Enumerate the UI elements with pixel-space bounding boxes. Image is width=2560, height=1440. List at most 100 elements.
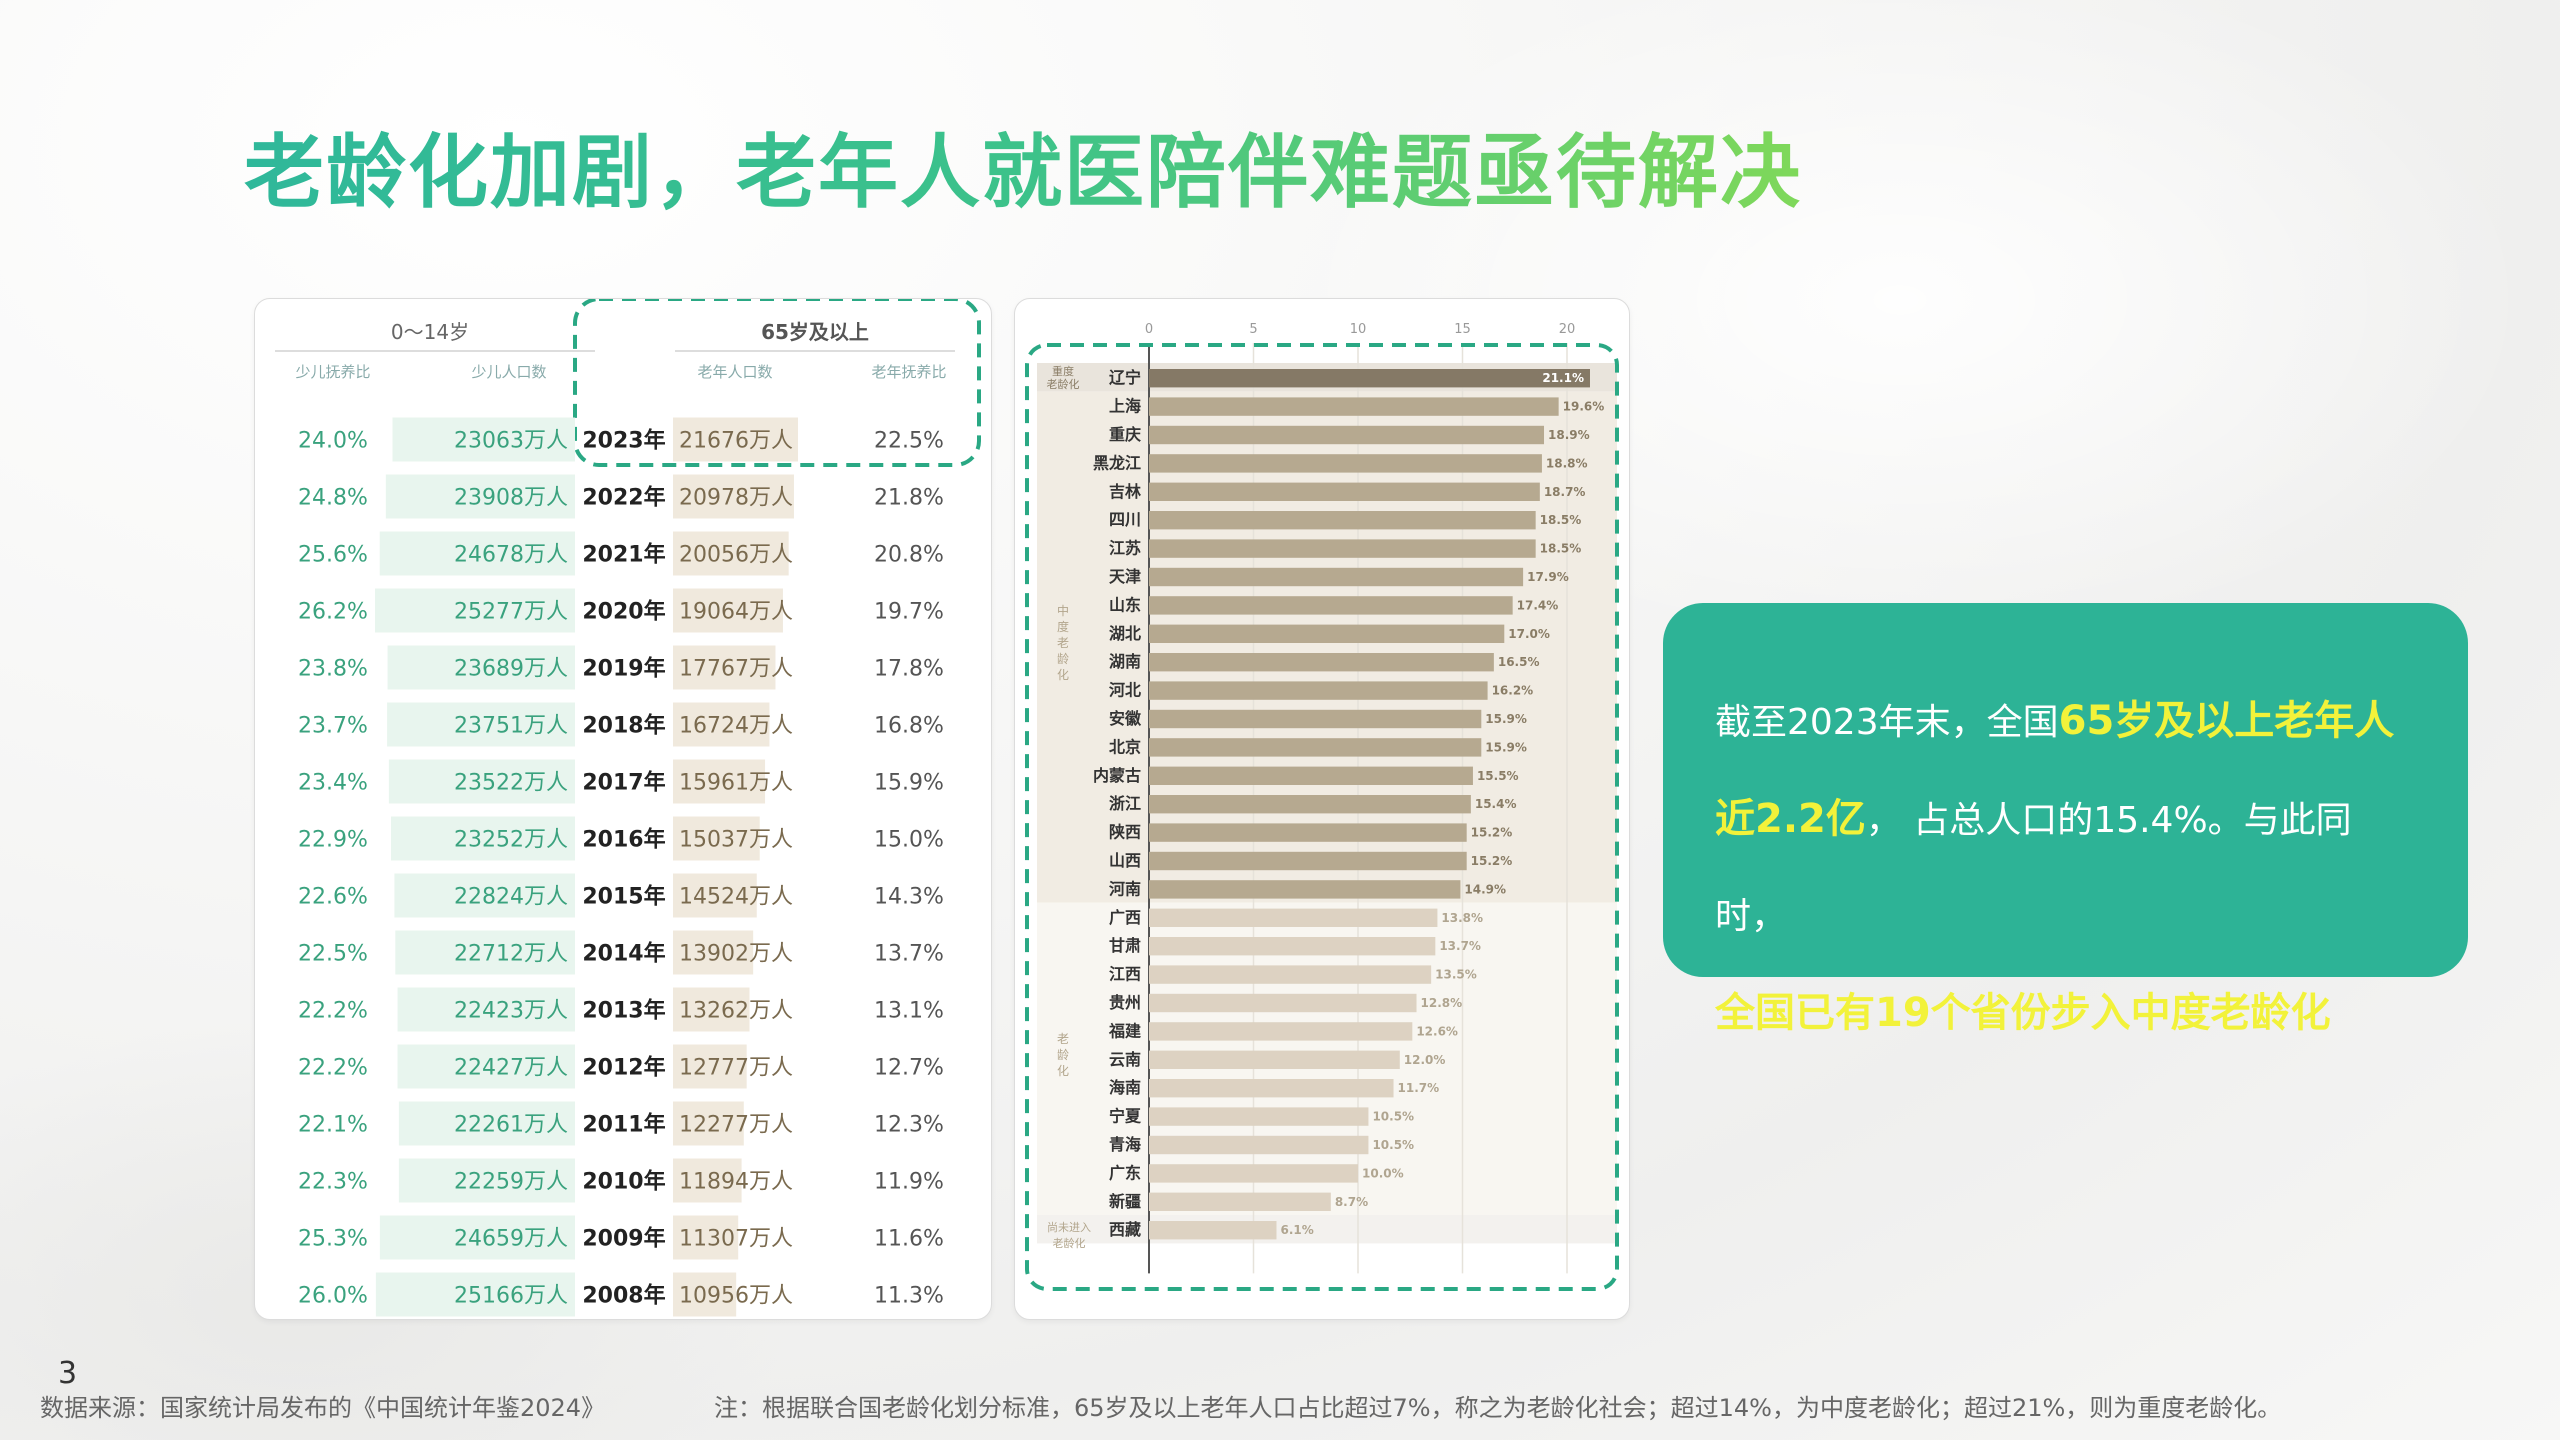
child-pop-bar xyxy=(398,1101,575,1146)
child-ratio-label: 23.7% xyxy=(298,714,368,739)
elder-pop-label: 16724万人 xyxy=(679,714,793,739)
province-bar xyxy=(1149,1050,1400,1069)
elder-pop-bar xyxy=(673,816,760,861)
group-band-none xyxy=(1037,1215,1617,1244)
province-label: 云南 xyxy=(1109,1050,1141,1069)
column-header: 老年人口数 xyxy=(697,363,772,381)
column-header: 少儿抚养比 xyxy=(295,363,370,381)
province-bar xyxy=(1149,851,1467,871)
value-label: 17.9% xyxy=(1527,570,1569,584)
population-table-panel: 0～14岁 65岁及以上 少儿抚养比 少儿人口数 老年人口数 老年抚养比 24.0% 2306… xyxy=(254,298,992,1320)
province-label: 上海 xyxy=(1109,397,1141,416)
group-label-none: 老龄化 xyxy=(1053,1236,1086,1250)
child-ratio-label: 22.2% xyxy=(298,1056,368,1081)
province-label: 山东 xyxy=(1109,595,1141,614)
province-bar xyxy=(1149,681,1488,700)
province-bar xyxy=(1149,511,1536,530)
province-bar xyxy=(1149,1164,1358,1183)
province-bar xyxy=(1149,709,1482,729)
value-label: 14.9% xyxy=(1464,882,1506,896)
child-pop-bar xyxy=(395,930,575,975)
child-ratio-label: 26.0% xyxy=(298,1284,368,1309)
year-label: 2015年 xyxy=(582,884,665,910)
province-bar xyxy=(1149,766,1473,785)
elder-pop-bar xyxy=(673,1101,744,1146)
child-ratio-label: 22.5% xyxy=(298,942,368,967)
province-bar xyxy=(1149,880,1461,899)
year-label: 2013年 xyxy=(582,998,665,1024)
elder-ratio-label: 15.9% xyxy=(874,771,944,796)
province-label: 新疆 xyxy=(1109,1192,1141,1211)
summary-highlight: 近2.2亿 xyxy=(1715,796,1866,842)
year-label: 2018年 xyxy=(582,713,665,739)
elder-pop-bar xyxy=(673,588,783,633)
x-tick-label: 10 xyxy=(1350,322,1367,337)
child-pop-bar xyxy=(394,873,575,918)
child-pop-label: 23689万人 xyxy=(454,657,568,682)
province-label: 湖北 xyxy=(1109,624,1141,643)
province-label: 辽宁 xyxy=(1109,368,1141,387)
province-bar xyxy=(1149,738,1482,757)
child-ratio-label: 24.0% xyxy=(298,429,368,454)
year-label: 2016年 xyxy=(582,827,665,853)
elder-ratio-label: 19.7% xyxy=(874,600,944,625)
elder-pop-label: 11894万人 xyxy=(679,1170,793,1195)
province-label: 黑龙江 xyxy=(1093,453,1141,472)
province-label: 江西 xyxy=(1109,965,1141,984)
child-ratio-label: 22.6% xyxy=(298,885,368,910)
elder-ratio-label: 11.6% xyxy=(874,1227,944,1252)
province-label: 河南 xyxy=(1109,879,1141,898)
province-bar xyxy=(1149,965,1432,984)
child-pop-bar xyxy=(387,645,575,690)
value-label: 15.9% xyxy=(1485,740,1527,754)
child-pop-bar xyxy=(391,816,575,861)
child-pop-label: 22427万人 xyxy=(454,1056,568,1081)
child-ratio-label: 22.9% xyxy=(298,828,368,853)
group-label-medium: 度 xyxy=(1057,619,1069,634)
child-pop-label: 23063万人 xyxy=(454,429,568,454)
elder-pop-label: 21676万人 xyxy=(679,429,793,454)
elder-pop-bar xyxy=(673,1215,739,1260)
elder-pop-bar xyxy=(673,1158,742,1203)
highlight-box xyxy=(573,299,981,467)
elder-pop-bar xyxy=(673,417,798,462)
value-label: 15.2% xyxy=(1471,854,1513,868)
value-label: 18.8% xyxy=(1546,456,1588,470)
elder-pop-bar xyxy=(673,702,770,747)
summary-text: ， 占总人口的15.4%。与此同时， xyxy=(1715,800,2352,937)
year-label: 2023年 xyxy=(582,428,665,454)
year-label: 2009年 xyxy=(582,1226,665,1252)
elder-pop-label: 12277万人 xyxy=(679,1113,793,1138)
province-label: 海南 xyxy=(1109,1078,1141,1097)
value-label: 15.2% xyxy=(1471,826,1513,840)
child-pop-label: 23252万人 xyxy=(454,828,568,853)
x-tick-label: 5 xyxy=(1249,322,1257,337)
province-bar xyxy=(1149,937,1436,956)
group-label-medium: 老 xyxy=(1057,636,1069,650)
elder-ratio-label: 13.1% xyxy=(874,999,944,1024)
elder-pop-label: 19064万人 xyxy=(679,600,793,625)
province-bar xyxy=(1149,823,1467,842)
child-pop-bar xyxy=(375,588,575,633)
elder-pop-bar xyxy=(673,1044,747,1089)
value-label: 10.5% xyxy=(1372,1110,1414,1124)
group-label-none: 尚未进入 xyxy=(1047,1220,1091,1234)
elder-ratio-label: 22.5% xyxy=(874,429,944,454)
year-label: 2010年 xyxy=(582,1169,665,1195)
child-ratio-label: 24.8% xyxy=(298,486,368,511)
group-label-medium: 龄 xyxy=(1057,652,1069,666)
x-tick-label: 20 xyxy=(1559,322,1576,337)
province-bar xyxy=(1149,567,1524,587)
elder-ratio-label: 11.3% xyxy=(874,1284,944,1309)
province-bar-chart: 0 5 10 15 20 辽宁 21.1% 上海 19.6% 重庆 18.9% 黑龙江 18.8% 吉林 1… xyxy=(1025,322,1619,1291)
elder-pop-bar xyxy=(673,873,757,918)
group-label-medium: 化 xyxy=(1057,668,1069,682)
province-bar xyxy=(1149,482,1540,501)
province-bar xyxy=(1149,1221,1277,1240)
province-bar xyxy=(1149,397,1559,416)
elder-ratio-label: 21.8% xyxy=(874,486,944,511)
elder-pop-label: 15961万人 xyxy=(679,771,793,796)
child-pop-label: 23751万人 xyxy=(454,714,568,739)
child-pop-label: 22259万人 xyxy=(454,1170,568,1195)
